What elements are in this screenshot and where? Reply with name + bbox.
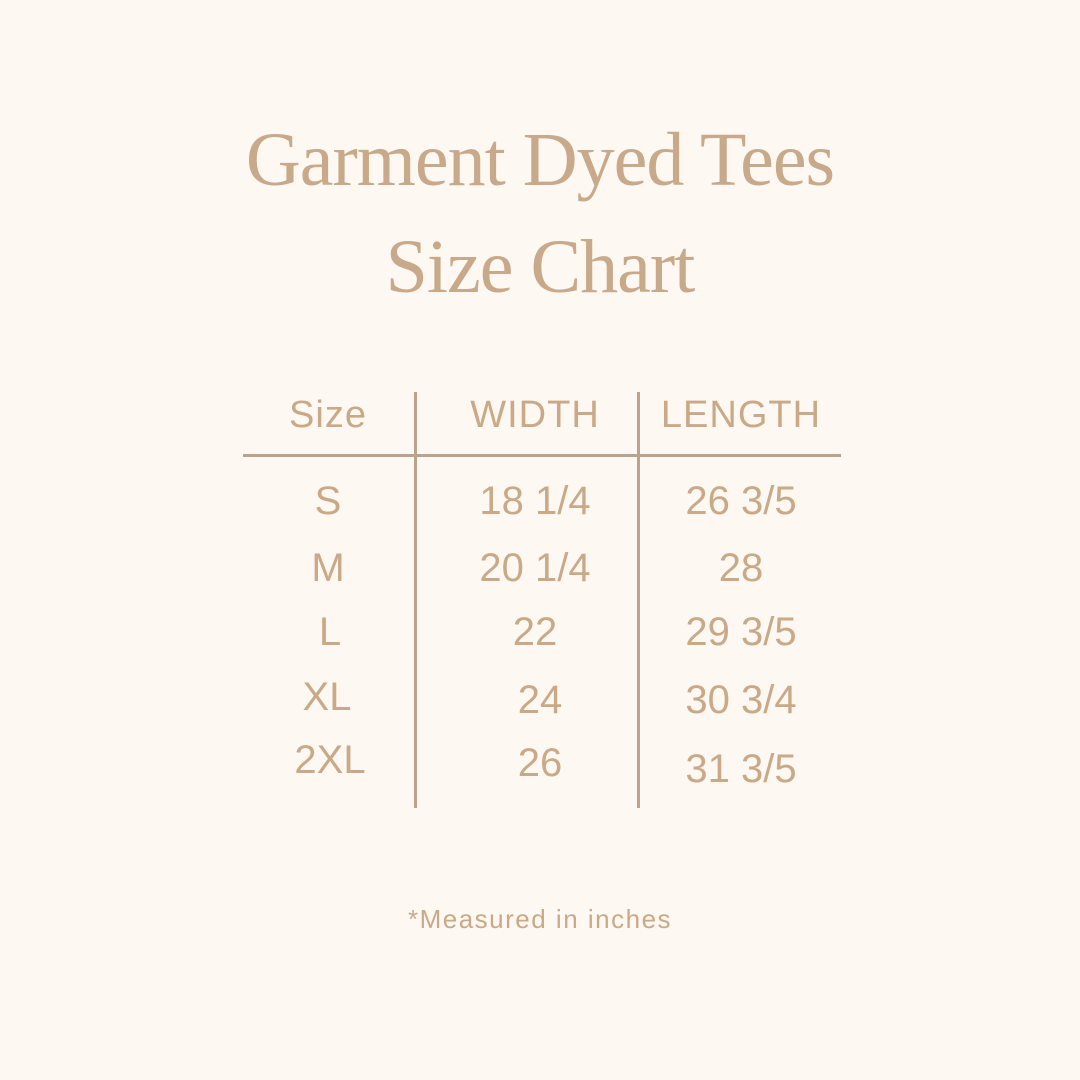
header-length: LENGTH	[660, 394, 822, 436]
column-divider-1	[414, 392, 417, 808]
title-line-1: Garment Dyed Tees	[245, 118, 835, 202]
size-cell: 2XL	[294, 738, 366, 782]
length-cell: 26 3/5	[685, 479, 797, 523]
length-cell: 28	[718, 546, 764, 590]
width-cell: 22	[512, 610, 558, 654]
header-size: Size	[289, 394, 367, 436]
length-cell: 29 3/5	[685, 610, 797, 654]
size-cell: XL	[302, 675, 352, 719]
size-cell: M	[311, 546, 345, 590]
size-cell: S	[314, 479, 342, 523]
header-divider	[243, 454, 841, 457]
header-width: WIDTH	[470, 394, 600, 436]
length-cell: 30 3/4	[685, 678, 797, 722]
size-cell: L	[318, 610, 342, 654]
width-cell: 26	[517, 741, 563, 785]
title-line-2: Size Chart	[385, 225, 696, 309]
column-divider-2	[637, 392, 640, 808]
length-cell: 31 3/5	[685, 747, 797, 791]
footnote: *Measured in inches	[407, 904, 673, 934]
width-cell: 24	[517, 678, 563, 722]
width-cell: 20 1/4	[479, 546, 591, 590]
width-cell: 18 1/4	[479, 479, 591, 523]
